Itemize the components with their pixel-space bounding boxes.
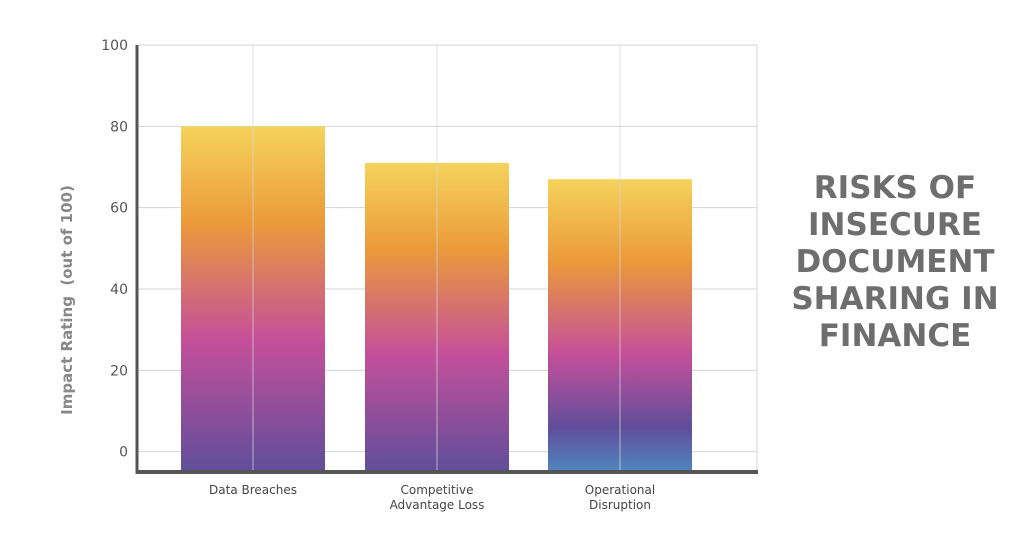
x-tick-label: Data Breaches	[209, 483, 297, 497]
chart-side-title: RISKS OF INSECURE DOCUMENT SHARING IN FI…	[790, 170, 1000, 355]
side-title-line: DOCUMENT	[795, 244, 995, 280]
y-tick-label: 40	[110, 282, 128, 298]
y-tick-label: 100	[101, 38, 128, 54]
labels: 0 20 40 60 80 100 Data Breaches CompetitiveAdva…	[58, 38, 655, 512]
y-tick-label: 80	[110, 119, 128, 135]
vertical-grid-lines	[252, 45, 621, 472]
x-tick-label: Advantage Loss	[390, 498, 485, 512]
x-tick-label: Competitive	[401, 483, 474, 497]
y-tick-label: 0	[119, 445, 128, 461]
side-title-line: INSECURE	[808, 207, 982, 243]
side-title-line: FINANCE	[818, 318, 972, 354]
y-tick-label: 20	[110, 363, 128, 379]
x-tick-label: Operational	[585, 483, 655, 497]
side-title-line: SHARING IN	[791, 281, 999, 317]
side-title-line: RISKS OF	[813, 170, 977, 206]
x-tick-label: Disruption	[589, 498, 651, 512]
y-tick-label: 60	[110, 201, 128, 217]
axes	[135, 45, 758, 474]
y-axis-title: Impact Rating (out of 100)	[58, 185, 76, 415]
